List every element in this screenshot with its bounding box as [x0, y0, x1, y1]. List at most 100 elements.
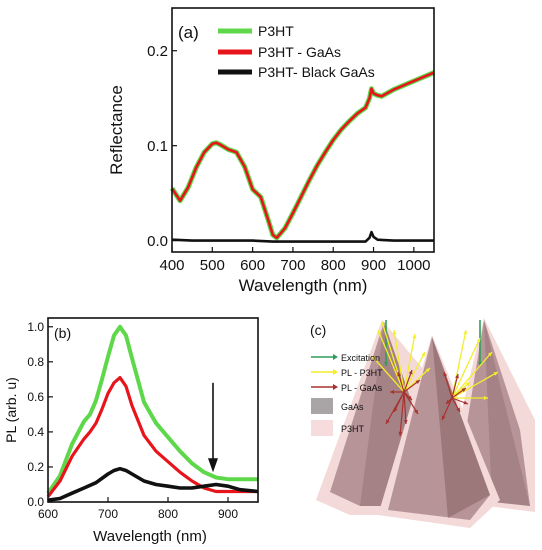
pl-gaas-arrow-head	[397, 372, 402, 377]
pl-p3ht-arrow-head	[372, 356, 377, 361]
pl-x-tick-label: 600	[38, 507, 58, 521]
pl-p3ht-arrow-head	[381, 322, 386, 327]
reflectance-x-tick-label: 400	[159, 257, 184, 274]
pl-gaas-arrow-head	[463, 400, 468, 405]
pl-line-p3ht-gaas	[46, 376, 258, 498]
pl-gaas-arrow-head	[455, 374, 459, 379]
gaas-swatch	[311, 398, 333, 414]
nanocone-array	[316, 318, 535, 528]
legend-label-pl-p3ht: PL - P3HT	[341, 368, 383, 378]
reflectance-plot-frame	[171, 7, 435, 253]
reflectance-x-tick-label: 500	[200, 257, 225, 274]
legend-label-p3ht-gaas: P3HT - GaAs	[258, 44, 341, 60]
pl-gaas-arrow-head	[408, 370, 413, 375]
pl-p3ht-arrow	[371, 355, 405, 393]
pl-gaas-arrow-head	[390, 390, 395, 394]
panel-label-b: (b)	[54, 325, 71, 341]
legend-label-p3ht: P3HT	[258, 23, 294, 39]
pl-gaas-arrow-head	[415, 380, 420, 384]
pl-p3ht-arrow-head	[421, 352, 425, 357]
reflectance-x-tick-label: 1000	[397, 257, 430, 274]
pl-p3ht-arrow	[451, 337, 481, 399]
reflectance-y-tick-label: 0.0	[147, 233, 168, 250]
reflectance-x-tick-label: 700	[280, 257, 305, 274]
pl-y-axis-label: PL (arb. u)	[3, 377, 19, 443]
light-paths	[371, 320, 499, 437]
pl-gaas-arrow-head	[414, 409, 418, 414]
nanocone-diagram: (c) Excitation PL - P3HT PL - GaAs	[310, 318, 535, 528]
diagram-legend: Excitation PL - P3HT PL - GaAs GaAs P3HT	[311, 353, 383, 436]
reflectance-y-tick-label: 0.1	[147, 138, 168, 155]
pl-p3ht-arrow-head	[487, 352, 492, 357]
excitation-arrow-left-head	[384, 361, 388, 366]
pl-p3ht-arrow	[451, 371, 499, 399]
reflectance-y-tick-label: 0.2	[147, 43, 168, 60]
gaas-cone-right-shade	[484, 320, 530, 506]
pl-series-group	[46, 324, 259, 502]
pl-x-tick-label: 800	[158, 507, 178, 521]
pl-p3ht-arrow-head	[476, 338, 481, 343]
legend: P3HT P3HT - GaAs P3HT- Black GaAs	[218, 23, 375, 80]
reflectance-x-axis-label: Wavelength (nm)	[239, 276, 368, 295]
pl-gaas-arrow-head	[403, 419, 408, 424]
legend-label-p3ht-black-gaas: P3HT- Black GaAs	[258, 64, 375, 80]
reflectance-x-tick-label: 900	[361, 257, 386, 274]
reflectance-x-tick-label: 800	[321, 257, 346, 274]
pl-arrow	[208, 382, 218, 473]
pl-p3ht-arrow-head	[425, 368, 430, 373]
panel-label-c: (c)	[310, 322, 326, 338]
gaas-cone-middle-shade	[432, 337, 490, 518]
pl-p3ht-arrow-head	[463, 330, 468, 335]
pl-gaas-arrow-head	[407, 395, 412, 400]
legend-label-gaas: GaAs	[341, 402, 364, 412]
pl-p3ht-arrow	[377, 329, 405, 393]
pl-y-tick-label: 0.0	[27, 495, 44, 509]
pl-y-tick-label: 0.6	[27, 390, 44, 404]
pl-gaas-arrow	[399, 391, 405, 437]
pl-p3ht-arrow	[403, 351, 426, 393]
reflectance-y-axis-label: Reflectance	[107, 85, 126, 175]
pl-gaas-arrow	[403, 391, 419, 415]
pl-y-tick-label: 1.0	[27, 320, 44, 334]
pl-line-p3ht	[46, 324, 258, 495]
pl-y-tick-label: 0.2	[27, 460, 44, 474]
reflectance-series-group	[169, 70, 435, 243]
pl-gaas-arrow-head	[446, 399, 451, 404]
pl-gaas-arrow-head	[398, 431, 403, 436]
pl-y-tick-label: 0.4	[27, 425, 44, 439]
pl-gaas-arrow-head	[461, 388, 466, 392]
pl-p3ht-arrow-head	[483, 396, 488, 400]
pl-gaas-arrow-head	[456, 407, 460, 412]
pl-p3ht-arrow-head	[465, 382, 470, 387]
pl-ticks: 600 700 800 900 0.0 0.2 0.4 0.6 0.8 1.0	[27, 320, 238, 521]
pl-p3ht-arrow	[393, 329, 405, 393]
pl-p3ht-arrow	[451, 351, 493, 399]
pl-arrowhead	[208, 458, 218, 473]
pl-x-tick-label: 900	[218, 507, 238, 521]
pl-x-axis-label: Wavelength (nm)	[93, 528, 207, 545]
legend-label-pl-gaas: PL - GaAs	[341, 383, 383, 393]
pl-p3ht-arrow-head	[412, 334, 417, 339]
pl-gaas-arrow	[403, 391, 407, 425]
reflectance-chart: 400 500 600 700 800 900 1000 0.0 0.1 0.2 (a) Wave…	[107, 7, 435, 295]
pl-p3ht-arrowhead-icon	[333, 369, 338, 375]
p3ht-swatch	[311, 420, 333, 436]
legend-label-p3ht-layer: P3HT	[341, 424, 365, 434]
pl-x-tick-label: 700	[98, 507, 118, 521]
reflectance-ticks: 400 500 600 700 800 900 1000 0.0 0.1 0.2	[147, 43, 430, 274]
reflectance-line-p3ht-gaas	[170, 71, 435, 240]
pl-p3ht-arrow	[403, 333, 416, 393]
pl-p3ht-arrow-head	[493, 372, 498, 376]
pl-gaas-arrow	[451, 373, 459, 399]
reflectance-x-tick-label: 600	[240, 257, 265, 274]
pl-y-tick-label: 0.8	[27, 355, 44, 369]
pl-p3ht-arrow-head	[377, 330, 382, 335]
pl-plot-frame	[47, 317, 259, 503]
reflectance-line-p3ht-black-gaas	[171, 230, 434, 243]
pl-chart: 600 700 800 900 0.0 0.2 0.4 0.6 0.8 1.0 (b) Wavel…	[3, 317, 259, 545]
excitation-arrow-right-head	[478, 361, 482, 366]
pl-gaas-arrow-head	[443, 372, 448, 377]
excitation-arrowhead-icon	[333, 354, 338, 360]
pl-gaas-arrow-head	[386, 419, 390, 424]
